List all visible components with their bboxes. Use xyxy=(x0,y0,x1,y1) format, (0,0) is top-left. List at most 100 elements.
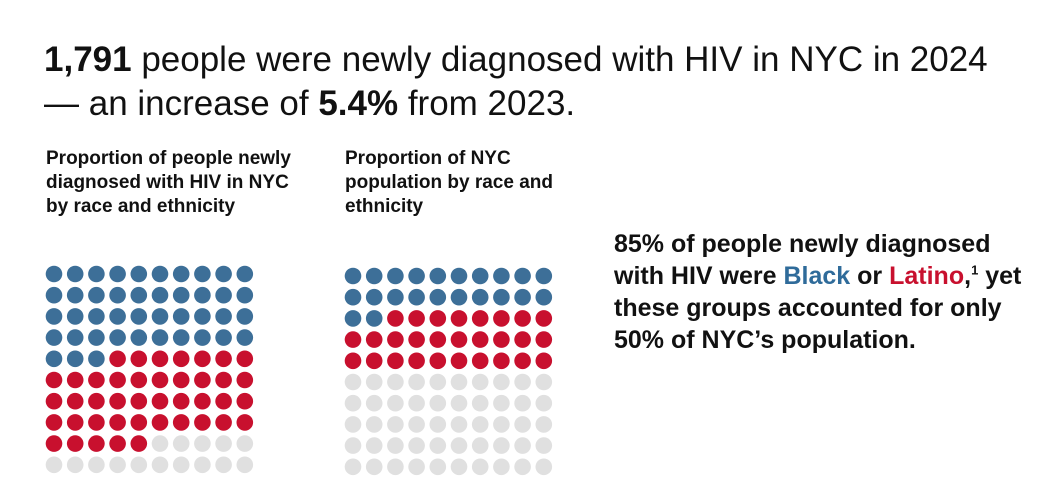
waffle-dot-latino xyxy=(365,352,383,370)
waffle-dot-black xyxy=(88,265,105,283)
waffle-dot-latino xyxy=(450,310,468,327)
waffle-dot-black xyxy=(45,265,63,283)
waffle-dot-other xyxy=(151,456,169,474)
callout-black: Black xyxy=(783,262,851,290)
waffle-dot-latino xyxy=(471,310,489,327)
waffle-dot-other xyxy=(471,373,489,391)
waffle-dot-black xyxy=(88,329,105,346)
waffle-dot-other xyxy=(450,373,468,391)
waffle-dot-latino xyxy=(45,371,63,389)
waffle-dot-latino xyxy=(236,414,254,431)
waffle-dot-latino xyxy=(66,435,84,452)
waffle-dot-black xyxy=(514,288,531,306)
waffle-dot-other xyxy=(344,373,362,391)
waffle-dot-other xyxy=(514,373,531,391)
waffle-chart-diagnoses xyxy=(45,265,254,474)
waffle-dot-black xyxy=(130,329,148,346)
waffle-dot-other xyxy=(429,394,447,412)
waffle-dot-black xyxy=(429,267,447,285)
waffle-dot-latino xyxy=(493,352,510,370)
waffle-dot-other xyxy=(450,416,468,433)
waffle-dot-black xyxy=(365,288,383,306)
waffle-dot-latino xyxy=(215,392,232,410)
waffle-dot-other xyxy=(429,373,447,391)
waffle-dot-black xyxy=(344,288,362,306)
waffle-dot-other xyxy=(493,458,510,476)
callout-mid: yet these groups accounted for only xyxy=(614,262,1022,322)
waffle-dot-latino xyxy=(45,392,63,410)
waffle-dot-other xyxy=(365,394,383,412)
callout-latino: Latino xyxy=(889,262,965,290)
waffle-dot-black xyxy=(194,265,211,283)
waffle-dot-black xyxy=(109,329,126,346)
waffle-dot-latino xyxy=(471,331,489,348)
waffle-dot-black xyxy=(66,265,84,283)
waffle-dot-other xyxy=(514,416,531,433)
waffle-dot-latino xyxy=(151,392,169,410)
headline-count: 1,791 xyxy=(44,40,132,79)
waffle-dot-other xyxy=(45,456,63,474)
waffle-dot-other xyxy=(66,456,84,474)
waffle-dot-other xyxy=(535,416,553,433)
waffle-dot-black xyxy=(215,308,232,325)
waffle-dot-other xyxy=(514,437,531,454)
waffle-dot-latino xyxy=(45,414,63,431)
waffle-dot-black xyxy=(66,350,84,368)
waffle-dot-latino xyxy=(215,414,232,431)
headline-text-1: people were newly diagnosed with HIV in … xyxy=(44,40,988,123)
waffle-dot-black xyxy=(172,265,190,283)
waffle-dot-other xyxy=(172,456,190,474)
waffle-dot-other xyxy=(514,394,531,412)
waffle-dot-latino xyxy=(215,371,232,389)
waffle-dot-black xyxy=(236,329,254,346)
waffle-dot-latino xyxy=(535,352,553,370)
waffle-dot-other xyxy=(194,456,211,474)
waffle-dot-latino xyxy=(493,331,510,348)
waffle-dot-latino xyxy=(236,350,254,368)
waffle-dot-latino xyxy=(109,435,126,452)
waffle-chart-population xyxy=(344,267,553,476)
waffle-dot-black xyxy=(429,288,447,306)
waffle-dot-latino xyxy=(66,392,84,410)
waffle-dot-other xyxy=(387,394,404,412)
callout-end: 50% of NYC’s population. xyxy=(614,326,916,354)
waffle-dot-latino xyxy=(130,414,148,431)
waffle-dot-black xyxy=(535,267,553,285)
callout-line-1: 85% of people newly diagnosed with HIV xyxy=(614,230,991,290)
waffle-dot-black xyxy=(450,267,468,285)
waffle-dot-other xyxy=(408,394,425,412)
waffle-dot-black xyxy=(172,329,190,346)
waffle-dot-latino xyxy=(236,392,254,410)
waffle-dot-latino xyxy=(130,435,148,452)
waffle-dot-black xyxy=(514,267,531,285)
waffle-dot-other xyxy=(365,373,383,391)
waffle-dot-other xyxy=(387,416,404,433)
waffle-dot-black xyxy=(109,286,126,304)
waffle-dot-black xyxy=(151,265,169,283)
waffle-dot-black xyxy=(236,265,254,283)
waffle-dot-other xyxy=(429,416,447,433)
waffle-dot-other xyxy=(215,435,232,452)
waffle-dot-black xyxy=(194,308,211,325)
waffle-dot-black xyxy=(151,308,169,325)
waffle-dot-latino xyxy=(109,371,126,389)
waffle-dot-latino xyxy=(450,352,468,370)
waffle-dot-latino xyxy=(429,331,447,348)
waffle-dot-latino xyxy=(66,414,84,431)
waffle-dot-black xyxy=(88,286,105,304)
waffle-dot-other xyxy=(535,373,553,391)
waffle-dot-latino xyxy=(130,371,148,389)
waffle-dot-latino xyxy=(66,371,84,389)
footnote-marker: 1 xyxy=(971,262,979,278)
callout-or: or xyxy=(850,262,890,290)
waffle-dot-latino xyxy=(387,352,404,370)
waffle-dot-other xyxy=(450,394,468,412)
waffle-dot-latino xyxy=(344,352,362,370)
waffle-dot-latino xyxy=(109,414,126,431)
chart-title-population: Proportion of NYC population by race and… xyxy=(345,148,553,217)
waffle-dot-black xyxy=(387,267,404,285)
waffle-dot-black xyxy=(66,329,84,346)
waffle-dot-latino xyxy=(493,310,510,327)
waffle-dot-latino xyxy=(387,310,404,327)
waffle-dot-black xyxy=(365,310,383,327)
